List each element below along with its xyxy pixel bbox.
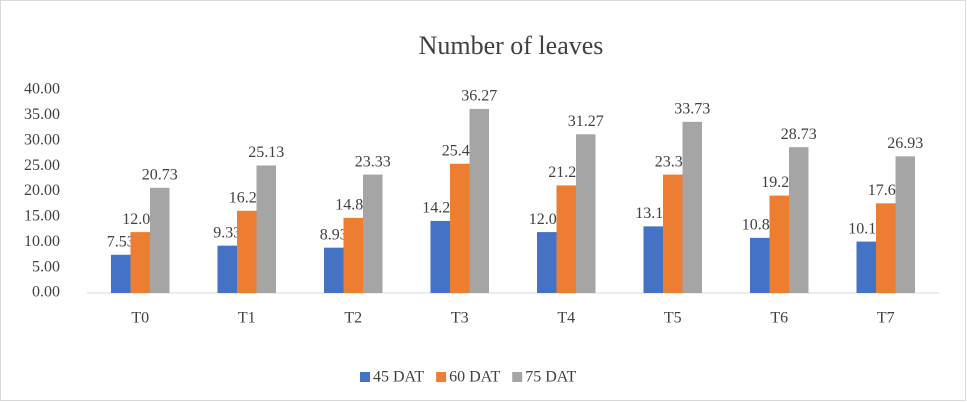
legend-label: 45 DAT [373, 369, 424, 386]
y-tick-label: 0.00 [32, 284, 60, 301]
value-label: 31.27 [568, 113, 604, 130]
y-tick-label: 25.00 [24, 157, 60, 174]
value-label: 14.80 [335, 197, 371, 214]
x-tick-label: T2 [344, 310, 362, 327]
bar [217, 245, 237, 293]
value-label: 7.53 [107, 233, 135, 250]
y-tick-label: 40.00 [24, 81, 60, 98]
y-tick-label: 20.00 [24, 182, 60, 199]
chart-title: Number of leaves [419, 31, 604, 60]
value-label: 10.87 [742, 217, 778, 234]
bar [256, 165, 276, 293]
bar [895, 156, 915, 293]
legend-swatch [512, 372, 523, 382]
value-label: 9.33 [213, 224, 241, 241]
bar [576, 134, 596, 293]
value-label: 16.20 [229, 189, 265, 206]
bar [682, 121, 702, 293]
bar [856, 241, 876, 293]
y-tick-label: 15.00 [24, 208, 60, 225]
x-tick-label: T1 [238, 310, 256, 327]
y-tick-label: 35.00 [24, 106, 60, 123]
x-tick-label: T7 [877, 310, 895, 327]
bar [363, 174, 383, 293]
y-tick-label: 5.00 [32, 258, 60, 275]
bar [430, 220, 450, 293]
legend-label: 60 DAT [449, 369, 500, 386]
legend-label: 75 DAT [525, 369, 576, 386]
bar [324, 247, 344, 293]
value-label: 17.67 [868, 182, 904, 199]
value-label: 21.20 [548, 164, 584, 181]
value-label: 10.13 [848, 220, 884, 237]
value-label: 26.93 [887, 135, 923, 152]
value-label: 8.93 [320, 226, 348, 243]
bar [111, 254, 131, 293]
legend-swatch [360, 372, 370, 382]
bar [450, 163, 470, 293]
bar [537, 232, 557, 293]
x-tick-label: T6 [770, 310, 788, 327]
bar [876, 203, 896, 293]
x-tick-label: T4 [557, 310, 575, 327]
value-label: 12.00 [529, 211, 565, 228]
bar [643, 226, 663, 293]
bar [769, 195, 789, 293]
legend-swatch [436, 372, 447, 382]
value-label: 23.33 [655, 153, 691, 170]
value-label: 25.47 [442, 142, 478, 159]
value-label: 20.73 [142, 166, 178, 183]
value-label: 12.00 [122, 211, 158, 228]
value-label: 23.33 [355, 153, 391, 170]
bar [343, 217, 363, 293]
bar [237, 210, 257, 293]
bar [556, 185, 576, 293]
value-label: 28.73 [781, 126, 817, 143]
value-label: 13.13 [635, 205, 671, 222]
value-label: 19.20 [761, 174, 797, 191]
value-label: 33.73 [674, 100, 710, 117]
value-label: 36.27 [461, 88, 497, 105]
y-tick-label: 10.00 [24, 233, 60, 250]
bar [789, 147, 809, 293]
x-tick-label: T3 [451, 310, 469, 327]
x-tick-label: T0 [131, 310, 149, 327]
x-tick-label: T5 [664, 310, 682, 327]
bar [663, 174, 683, 293]
value-label: 25.13 [248, 144, 284, 161]
bar [469, 108, 489, 293]
value-label: 14.20 [422, 200, 458, 217]
y-tick-label: 30.00 [24, 131, 60, 148]
bar [750, 237, 770, 293]
bar [130, 232, 150, 293]
bar [150, 187, 170, 293]
